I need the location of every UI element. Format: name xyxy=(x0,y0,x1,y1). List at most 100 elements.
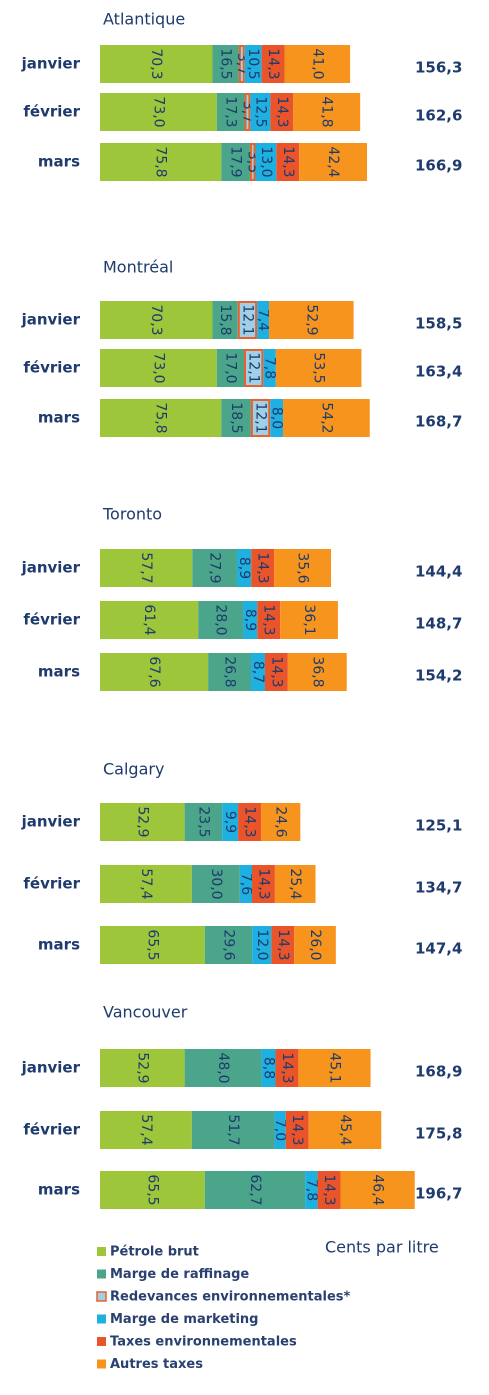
value-label: 53,5 xyxy=(311,352,327,383)
bar-segment xyxy=(251,653,265,691)
value-label: 29,6 xyxy=(220,929,236,960)
legend-swatch xyxy=(97,1269,106,1279)
bar-segment xyxy=(100,803,185,841)
bar-segment xyxy=(100,301,213,339)
bar-segment xyxy=(100,601,199,639)
bar-segment xyxy=(204,1171,306,1209)
value-label: 14,3 xyxy=(255,868,271,899)
value-label: 14,3 xyxy=(280,146,296,177)
bar-segment xyxy=(270,399,284,437)
bar-segment xyxy=(100,349,217,387)
value-label: 35,6 xyxy=(295,552,311,583)
value-label: 23,5 xyxy=(195,806,211,837)
total-label: 158,5 xyxy=(415,315,462,333)
value-label: 62,7 xyxy=(247,1174,263,1205)
bar-segment xyxy=(274,549,332,587)
value-label: 8,7 xyxy=(250,661,266,683)
value-label: 70,3 xyxy=(148,304,164,335)
value-label: 73,0 xyxy=(150,352,166,383)
chart-title: Atlantique xyxy=(103,10,185,29)
legend-swatch xyxy=(96,1291,107,1302)
chart-title: Montréal xyxy=(103,258,173,277)
category-label: janvier xyxy=(21,559,81,577)
bar-segment xyxy=(251,549,275,587)
bar-segment xyxy=(236,549,252,587)
category-label: février xyxy=(23,875,80,893)
category-label: mars xyxy=(38,663,80,681)
bar-segment xyxy=(252,926,272,964)
total-label: 168,7 xyxy=(415,413,462,431)
value-label: 57,7 xyxy=(138,552,154,583)
value-label: 8,9 xyxy=(236,557,252,579)
value-label: 26,0 xyxy=(307,929,323,960)
bar-segment xyxy=(249,143,256,181)
total-label: 168,9 xyxy=(415,1063,462,1081)
bar-segment xyxy=(100,93,217,131)
value-label: 7,0 xyxy=(272,1119,288,1141)
bar-segment xyxy=(287,653,347,691)
value-label: 7,6 xyxy=(238,873,254,895)
value-label: 51,7 xyxy=(225,1114,241,1145)
value-label: 25,4 xyxy=(287,868,303,899)
bar-segment xyxy=(212,45,239,83)
value-label: 65,5 xyxy=(144,929,160,960)
legend-swatch xyxy=(97,1359,106,1369)
bar-segment xyxy=(100,926,205,964)
bar-segment xyxy=(270,93,294,131)
bar-segment xyxy=(280,601,338,639)
bar-segment xyxy=(100,143,222,181)
value-label: 17,9 xyxy=(228,146,244,177)
unit-label: Cents par litre xyxy=(325,1238,439,1257)
bar-segment xyxy=(244,349,264,387)
value-label: 75,8 xyxy=(153,146,169,177)
value-label: 45,1 xyxy=(326,1052,342,1083)
bar-segment xyxy=(243,601,258,639)
total-label: 125,1 xyxy=(415,817,462,835)
total-label: 196,7 xyxy=(415,1185,462,1203)
bar-segment xyxy=(184,803,223,841)
bar-segment xyxy=(216,93,245,131)
bar-segment xyxy=(222,803,239,841)
bar-segment xyxy=(238,45,245,83)
total-label: 156,3 xyxy=(415,59,462,77)
value-label: 42,4 xyxy=(325,146,341,177)
legend-label: Redevances environnementales* xyxy=(110,1290,351,1305)
value-label: 57,4 xyxy=(138,1114,154,1145)
bar-segment xyxy=(100,1049,185,1087)
value-label: 41,0 xyxy=(309,48,325,79)
value-label: 10,5 xyxy=(245,48,261,79)
value-label: 41,8 xyxy=(319,96,335,127)
bar-segment xyxy=(192,549,237,587)
bar-segment xyxy=(276,143,300,181)
bar-segment xyxy=(264,653,288,691)
bar-segment xyxy=(237,301,258,339)
bar-segment xyxy=(260,803,301,841)
total-label: 148,7 xyxy=(415,615,462,633)
bar-segment xyxy=(317,1171,341,1209)
category-label: février xyxy=(23,359,80,377)
bar-segment xyxy=(100,1171,205,1209)
legend-label: Pétrole brut xyxy=(110,1245,199,1260)
total-label: 134,7 xyxy=(415,879,462,897)
bar-segment xyxy=(271,926,295,964)
bar-segment xyxy=(100,549,193,587)
bar-segment xyxy=(208,653,252,691)
bar-segment xyxy=(340,1171,415,1209)
value-label: 17,3 xyxy=(223,96,239,127)
value-label: 14,3 xyxy=(261,604,277,635)
category-label: mars xyxy=(38,1181,80,1199)
value-label: 12,1 xyxy=(246,352,262,383)
bar-segment xyxy=(216,349,244,387)
value-label: 14,3 xyxy=(279,1052,295,1083)
legend-swatch xyxy=(97,1314,106,1324)
value-label: 14,3 xyxy=(268,656,284,687)
legend-label: Marge de raffinage xyxy=(110,1267,249,1282)
category-label: mars xyxy=(38,409,80,427)
bar-segment xyxy=(274,865,316,903)
legend-swatch xyxy=(97,1337,106,1346)
value-label: 54,2 xyxy=(318,402,334,433)
value-label: 52,9 xyxy=(303,304,319,335)
value-label: 46,4 xyxy=(370,1174,386,1205)
bar-segment xyxy=(198,601,244,639)
